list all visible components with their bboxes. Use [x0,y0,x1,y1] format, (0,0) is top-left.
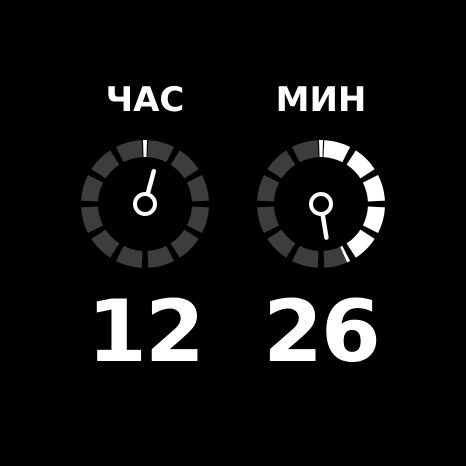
hour-dial-segment [147,140,175,163]
minute-dial-segment [291,140,319,163]
minute-dial-segment [257,174,280,202]
minute-dial-segment [267,150,296,179]
hour-dial-segment [170,229,199,258]
hour-dial-hub [133,192,157,216]
minute-dial-hub [309,192,333,216]
hour-dial-needle [145,168,157,196]
hour-dial-segment [81,174,104,202]
hour-value: 12 [87,282,205,382]
hour-dial-segment [170,150,199,179]
hour-dial-segment [115,245,143,268]
minute-dial-segment [257,206,280,234]
hour-progress-dial-icon [81,140,209,268]
minute-dial-segment-active [323,140,351,163]
minute-dial-segment-active [340,245,351,263]
minute-value: 26 [263,282,381,382]
hour-dial-segment [186,206,209,234]
minute-dial-segment [267,229,296,258]
hour-dial-segment [186,174,209,202]
minute-dial-zero-marker [318,140,324,158]
minute-dial-segment [291,245,319,268]
minute-dial-segment-active [346,150,375,179]
hour-dial-segment [91,229,120,258]
minute-dial-segment-active [362,206,385,234]
minute-dial-segment-active [346,229,375,258]
hour-label: ЧАС [105,80,185,120]
minute-dial-segment-active [362,174,385,202]
hour-dial-segment [115,140,143,163]
minute-progress-dial-icon [257,140,385,268]
minute-dial-needle [320,212,329,240]
hour-dial-zero-marker [142,140,148,158]
hour-dial-segment [91,150,120,179]
minute-label: МИН [275,80,367,120]
hour-dial-segment [81,206,104,234]
hour-dial-segment [147,245,175,268]
